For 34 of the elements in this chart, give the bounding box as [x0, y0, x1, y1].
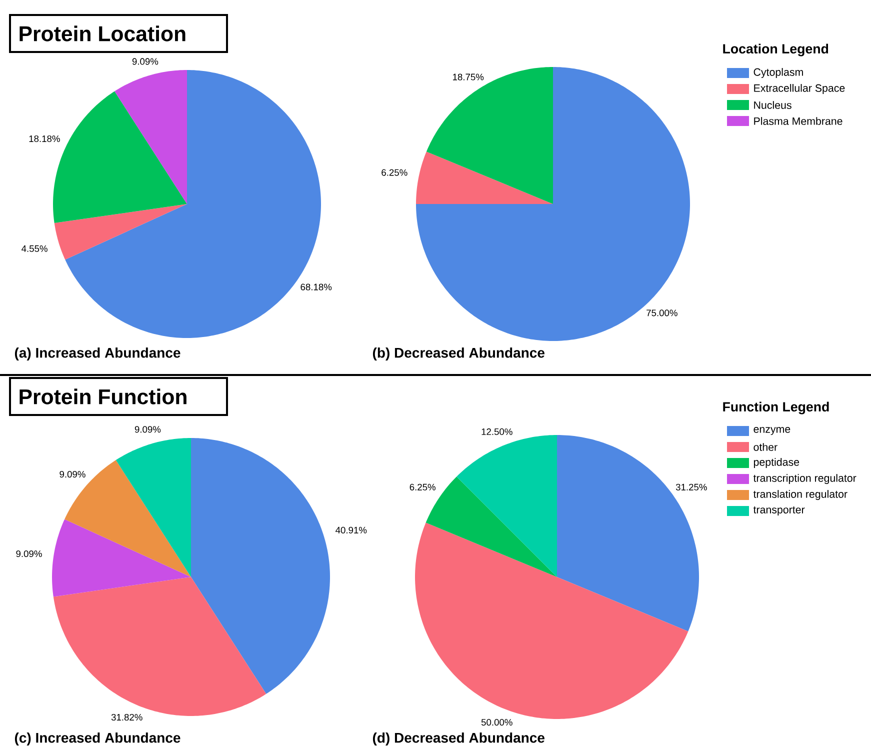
text: (c) Increased Abundance — [14, 732, 180, 746]
data-label: 9.09% — [134, 426, 161, 433]
text: (b) Decreased Abundance — [372, 347, 544, 361]
data-label: 40.91% — [336, 526, 367, 534]
data-label: 68.18% — [300, 284, 332, 290]
data-label: 9.09% — [132, 58, 158, 65]
legend-title: Function Legend — [723, 402, 829, 414]
legend-label: Nucleus — [754, 101, 792, 109]
data-label: 9.09% — [16, 550, 42, 558]
legend-label: Cytoplasm — [754, 68, 803, 78]
text: Protein Function — [20, 388, 186, 404]
data-label: 6.25% — [410, 484, 436, 490]
legend-title: Location Legend — [723, 44, 828, 56]
legend-label: Extracellular Space — [754, 84, 845, 94]
text: (a) Increased Abundance — [14, 347, 180, 361]
data-label: 9.09% — [60, 470, 86, 478]
data-label: 6.25% — [382, 169, 408, 176]
legend-label: other — [754, 443, 778, 451]
text: (d) Decreased Abundance — [372, 732, 544, 746]
legend-label: transporter — [753, 506, 805, 516]
legend-label: enzyme — [754, 427, 790, 435]
data-label: 12.50% — [482, 428, 512, 435]
data-label: 18.75% — [453, 74, 484, 80]
data-label: 31.82% — [111, 714, 142, 721]
data-label: 50.00% — [481, 719, 512, 726]
legend-label: translation regulator — [753, 490, 848, 500]
legend-label: transcription regulator — [753, 474, 856, 484]
data-label: 75.00% — [646, 310, 678, 316]
data-label: 4.55% — [22, 245, 48, 252]
data-label: 31.25% — [676, 484, 707, 490]
data-label: 18.18% — [29, 135, 60, 142]
text: Protein Location — [20, 26, 186, 42]
legend-label: peptidase — [754, 458, 800, 468]
legend-label: Plasma Membrane — [754, 117, 842, 125]
